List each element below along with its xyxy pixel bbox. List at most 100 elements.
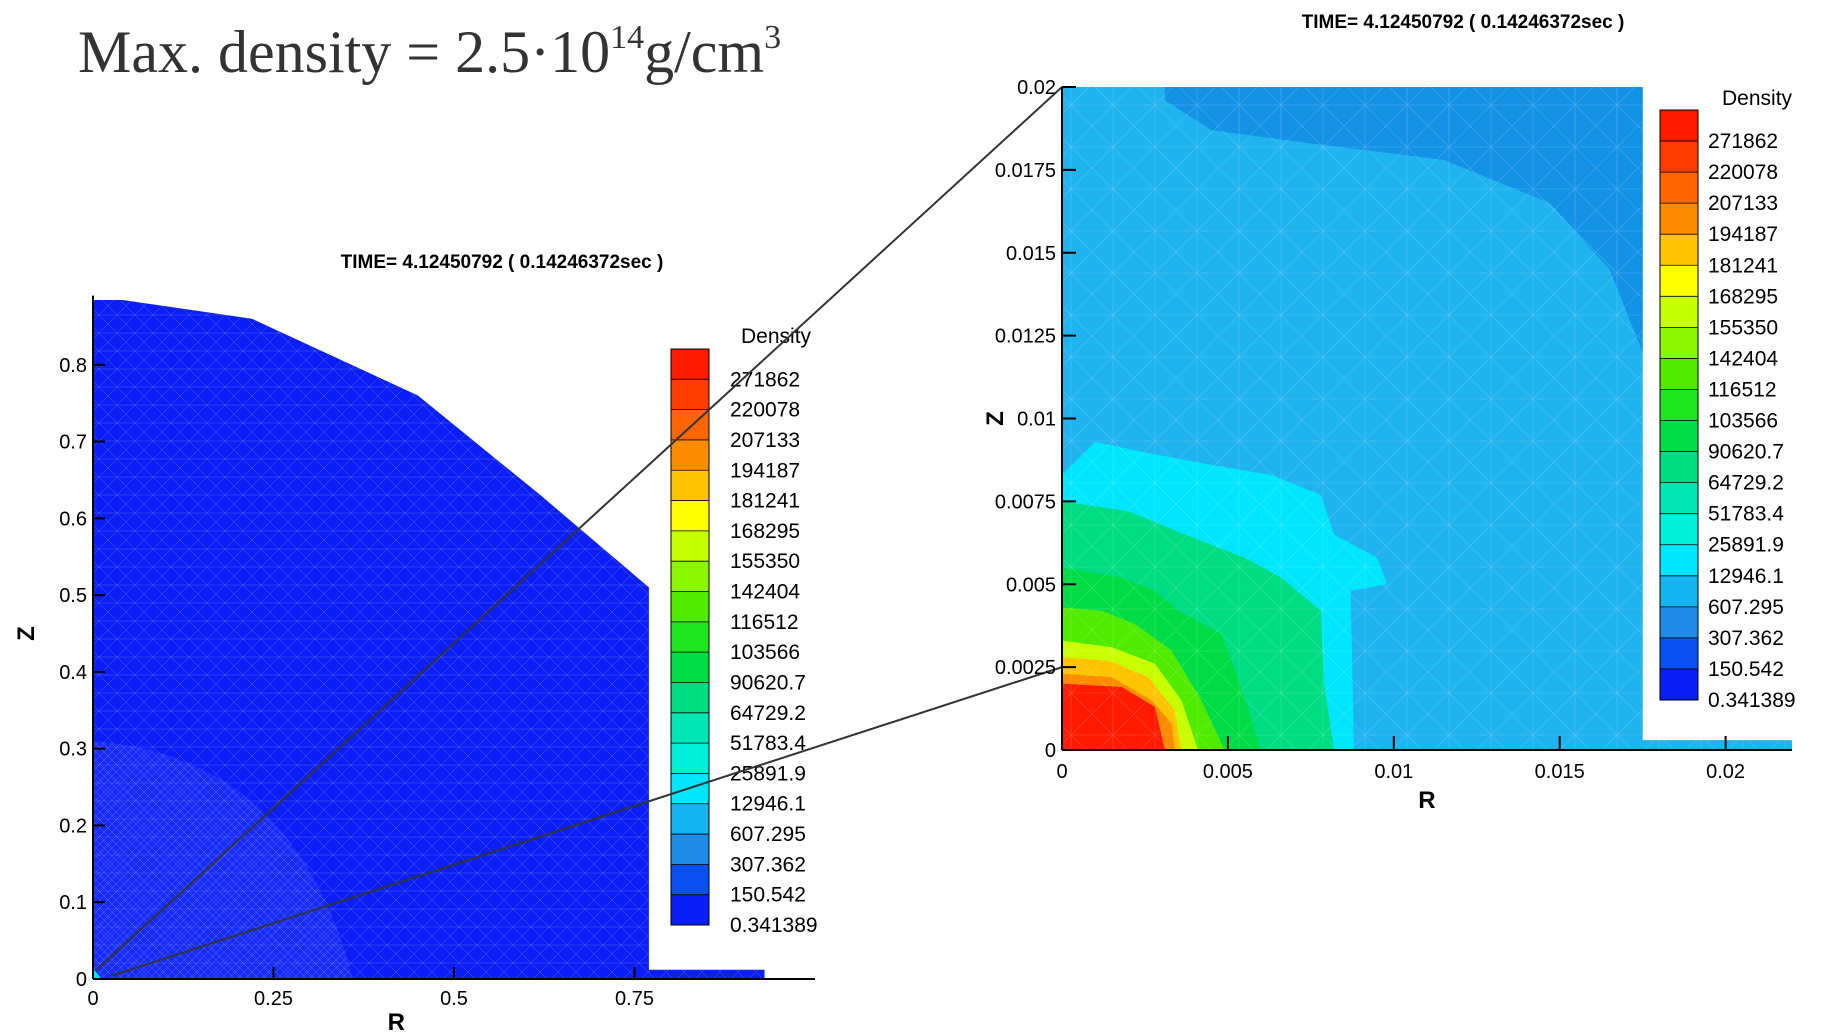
legend-swatch	[1660, 637, 1698, 670]
legend-title: Density	[1722, 87, 1793, 110]
zoom-line-upper	[95, 86, 1063, 971]
left-y-tick-label: 0.4	[59, 662, 87, 684]
left-x-tick-label: 0.75	[615, 988, 654, 1010]
legend-swatch	[1660, 575, 1698, 608]
headline-prefix: Max. density = 2.5·10	[78, 19, 611, 85]
legend-level-label: 64729.2	[730, 702, 806, 725]
legend-swatch	[1660, 513, 1698, 546]
legend-level-label: 116512	[1708, 378, 1777, 401]
right-time-title: TIME= 4.12450792 ( 0.14246372sec )	[1302, 12, 1625, 33]
left-y-tick-label: 0.6	[59, 508, 87, 530]
left-y-tick-label: 0.2	[59, 815, 87, 837]
left-x-tick-label: 0.5	[440, 988, 468, 1010]
headline-unit: g/cm	[644, 19, 765, 85]
legend-swatch	[1660, 482, 1698, 515]
legend-level-label: 0.341389	[730, 914, 818, 937]
legend-swatch	[1660, 544, 1698, 577]
left-y-tick-label: 0.5	[59, 585, 87, 607]
legend-level-label: 181241	[1708, 254, 1778, 277]
legend-swatch	[1660, 203, 1698, 235]
legend-level-label: 142404	[730, 581, 800, 604]
right-y-tick-label: 0.015	[1006, 243, 1056, 265]
legend-swatch	[671, 712, 709, 744]
left-axes: 0 0.25 0.5 0.75 0 0.1 0.2 0.3 0.4 0.5 0.6 0.7 0.8 R Z	[13, 295, 815, 1032]
left-core-spot	[93, 968, 102, 979]
legend-swatch	[1660, 265, 1698, 297]
max-density-headline: Max. density = 2.5·1014g/cm3	[78, 18, 781, 87]
legend-level-label: 90620.7	[1708, 441, 1784, 464]
legend-level-label: 220078	[730, 399, 800, 422]
left-y-tick-label: 0.8	[59, 355, 87, 377]
zoom-line-lower	[110, 666, 1063, 977]
legend-swatch	[1660, 327, 1698, 359]
legend-swatch	[671, 682, 709, 714]
right-y-tick-label: 0.0025	[995, 657, 1056, 679]
legend-swatch	[671, 379, 709, 411]
legend-level-label: 168295	[730, 520, 800, 543]
left-y-tick-label: 0.1	[59, 892, 87, 914]
right-x-tick-label: 0.02	[1706, 761, 1745, 783]
legend-level-label: 12946.1	[1708, 565, 1784, 588]
headline-exponent-2: 3	[764, 19, 782, 56]
legend-level-label: 207133	[730, 429, 800, 452]
legend-level-label: 220078	[1708, 161, 1778, 184]
left-y-tick-label: 0	[76, 969, 87, 991]
legend-level-label: 0.341389	[1708, 689, 1796, 712]
legend-title: Density	[741, 325, 812, 348]
legend-level-label: 142404	[1708, 347, 1778, 370]
legend-level-label: 150.542	[1708, 658, 1784, 681]
left-y-axis-title: Z	[13, 626, 40, 641]
right-mesh-overlay	[1062, 87, 1792, 750]
right-x-tick-label: 0.015	[1535, 761, 1585, 783]
right-density-field	[1062, 87, 1792, 750]
legend-level-label: 181241	[730, 490, 800, 513]
right-x-axis-title: R	[1418, 787, 1435, 814]
legend-level-label: 25891.9	[1708, 534, 1784, 557]
legend-level-label: 607.295	[1708, 596, 1784, 619]
legend-swatch	[1660, 141, 1698, 173]
legend-level-label: 103566	[730, 641, 800, 664]
legend-frame	[670, 348, 710, 926]
legend-level-label: 607.295	[730, 823, 806, 846]
legend-swatch	[1660, 451, 1698, 484]
right-y-axis-title: Z	[982, 411, 1009, 426]
left-x-axis-title: R	[388, 1009, 405, 1032]
legend-level-label: 194187	[730, 459, 800, 482]
right-y-tick-label: 0.0125	[995, 326, 1056, 348]
legend-swatch	[1660, 110, 1698, 142]
legend-level-label: 155350	[1708, 316, 1778, 339]
legend-swatch	[1660, 389, 1698, 422]
right-y-tick-label: 0.01	[1017, 409, 1056, 431]
legend-swatch	[671, 834, 709, 865]
legend-swatch	[671, 894, 709, 926]
left-mesh-overlay	[93, 300, 765, 979]
legend-level-label: 307.362	[730, 853, 806, 876]
legend-swatch	[671, 561, 709, 593]
legend-level-label: 271862	[1708, 130, 1778, 153]
legend-swatch	[1660, 606, 1698, 639]
legend-swatch	[671, 439, 709, 471]
legend-level-label: 168295	[1708, 285, 1778, 308]
right-y-tick-label: 0.005	[1006, 574, 1056, 596]
legend-swatch	[1660, 420, 1698, 453]
legend-level-label: 207133	[1708, 192, 1778, 215]
legend-swatch	[671, 349, 709, 380]
full-domain-density-plot: TIME= 4.12450792 ( 0.14246372sec ) 0 0.25…	[13, 252, 818, 1032]
legend-swatch	[671, 500, 709, 532]
zoom-connector-lines	[95, 86, 1063, 977]
legend-swatch	[671, 803, 709, 835]
legend-swatch	[671, 470, 709, 502]
left-time-title: TIME= 4.12450792 ( 0.14246372sec )	[341, 252, 664, 273]
left-density-legend: Density271862220078207133194187181241168…	[670, 325, 818, 937]
left-x-tick-label: 0	[87, 988, 98, 1010]
left-density-field	[93, 300, 765, 979]
right-y-tick-label: 0.0075	[995, 491, 1056, 513]
legend-level-label: 116512	[730, 611, 799, 634]
right-x-tick-label: 0.005	[1203, 761, 1253, 783]
legend-swatch	[1660, 358, 1698, 390]
right-density-legend: Density 271862 220078 207133 194187 181241 168…	[1659, 87, 1796, 712]
legend-swatch	[671, 864, 709, 896]
legend-swatch	[671, 530, 709, 562]
legend-swatch	[1660, 668, 1698, 701]
